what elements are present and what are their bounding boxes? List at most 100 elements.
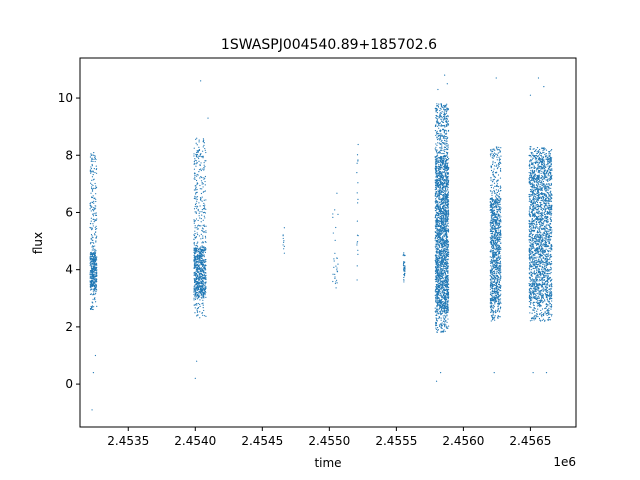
data-point <box>446 306 448 308</box>
data-point <box>447 166 449 169</box>
data-point <box>435 287 437 289</box>
data-point <box>436 201 438 204</box>
data-point <box>94 251 96 253</box>
data-point <box>93 233 96 235</box>
data-point <box>440 281 442 284</box>
data-point <box>436 120 438 122</box>
data-point <box>403 276 405 279</box>
data-point <box>444 315 446 317</box>
data-point <box>490 232 492 235</box>
data-point <box>497 303 499 305</box>
data-point <box>196 245 199 247</box>
data-point <box>489 236 491 238</box>
data-point <box>438 150 440 152</box>
data-point <box>441 275 443 277</box>
data-point <box>195 293 197 295</box>
data-point <box>198 247 200 249</box>
data-point <box>440 310 442 312</box>
data-point <box>444 118 446 121</box>
data-point <box>205 261 207 263</box>
data-point <box>205 151 207 154</box>
data-point <box>441 322 443 324</box>
data-point <box>444 281 446 283</box>
data-cluster <box>489 146 502 322</box>
data-point <box>199 197 202 199</box>
data-point <box>438 266 440 268</box>
data-point <box>444 232 446 234</box>
data-point <box>447 311 449 314</box>
data-point <box>438 210 440 212</box>
data-point <box>440 147 442 149</box>
data-point <box>443 224 445 226</box>
data-point <box>436 221 439 223</box>
data-point <box>439 138 441 140</box>
data-point <box>494 319 496 321</box>
data-point <box>439 202 441 204</box>
data-point <box>442 214 444 216</box>
data-point <box>445 159 448 161</box>
data-point <box>439 147 441 149</box>
data-point <box>435 109 437 111</box>
data-point <box>444 303 446 306</box>
data-point <box>445 184 447 186</box>
data-point <box>93 297 96 300</box>
data-point <box>195 207 198 209</box>
data-point <box>435 275 437 277</box>
data-point <box>490 309 492 311</box>
data-point <box>444 175 447 177</box>
data-point <box>445 203 447 205</box>
data-point <box>93 306 95 308</box>
data-point <box>434 148 436 150</box>
data-point <box>357 159 359 161</box>
data-point <box>199 184 201 187</box>
data-point <box>447 279 449 281</box>
data-point <box>95 198 97 200</box>
data-point <box>446 321 448 323</box>
data-point <box>490 237 492 239</box>
data-point <box>335 281 337 283</box>
data-point <box>95 284 97 286</box>
data-point <box>436 214 438 217</box>
data-point <box>195 295 198 297</box>
data-point <box>200 263 202 265</box>
data-point <box>201 196 203 198</box>
data-point <box>438 253 440 255</box>
data-point <box>437 162 439 164</box>
data-point <box>442 260 444 263</box>
data-point <box>201 181 203 184</box>
data-point <box>492 273 494 275</box>
data-point <box>434 270 437 272</box>
data-point <box>196 188 198 191</box>
data-point <box>442 239 445 241</box>
data-point <box>441 116 443 119</box>
data-point <box>436 317 438 320</box>
data-point <box>202 274 204 277</box>
data-point <box>193 235 196 237</box>
data-point <box>438 294 440 296</box>
data-point <box>437 152 439 154</box>
data-point <box>440 125 442 127</box>
data-point <box>497 235 499 237</box>
data-point <box>445 301 447 303</box>
data-point <box>193 222 195 224</box>
data-point <box>441 198 443 200</box>
data-point <box>193 260 195 262</box>
data-point <box>440 244 442 246</box>
data-point <box>500 271 502 273</box>
data-point <box>495 265 497 267</box>
data-point <box>495 312 497 314</box>
data-point <box>493 251 495 253</box>
data-point <box>447 300 450 302</box>
data-point <box>490 150 492 152</box>
data-point <box>444 258 446 260</box>
data-point <box>439 306 441 308</box>
data-point <box>197 307 200 309</box>
data-point <box>491 191 493 193</box>
data-point <box>444 174 447 176</box>
data-point <box>436 312 438 314</box>
data-point <box>203 202 205 204</box>
data-point <box>197 275 199 277</box>
data-point <box>90 264 92 266</box>
data-point <box>493 273 496 275</box>
data-point <box>95 259 98 261</box>
